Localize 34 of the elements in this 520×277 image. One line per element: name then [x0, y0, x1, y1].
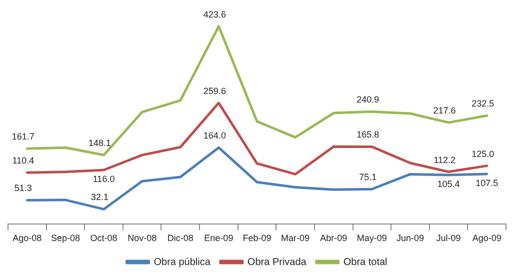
- data-label: 217.6: [433, 106, 456, 116]
- data-label: 423.6: [203, 9, 226, 20]
- data-label: 107.5: [476, 178, 498, 188]
- x-tick-label: Nov-08: [128, 233, 157, 244]
- data-label: 165.8: [356, 130, 380, 140]
- data-label: 240.9: [356, 94, 380, 105]
- x-tick-label: Abr-09: [320, 233, 348, 244]
- x-tick-label: Ene-09: [204, 233, 234, 244]
- data-label: 164.0: [203, 130, 226, 141]
- data-label: 112.2: [434, 154, 456, 165]
- data-label: 51.3: [14, 183, 32, 194]
- data-label: 75.1: [359, 172, 377, 182]
- data-label: 110.4: [12, 156, 34, 166]
- x-tick-label: Mar-09: [281, 233, 310, 244]
- x-tick-label: Oct-08: [90, 233, 118, 244]
- legend-label: Obra total: [343, 256, 388, 268]
- x-tick-label: Feb-09: [242, 233, 272, 244]
- data-label: 116.0: [92, 174, 115, 184]
- data-label: 125.0: [472, 148, 494, 159]
- data-label: 32.1: [91, 192, 109, 202]
- x-tick-label: Dic-08: [167, 233, 194, 244]
- x-tick-label: Jun-09: [396, 233, 424, 244]
- data-label: 105.4: [437, 178, 460, 189]
- data-label: 259.6: [203, 86, 226, 96]
- x-tick-label: May-09: [356, 233, 387, 244]
- x-tick-label: Ago-09: [472, 233, 502, 244]
- x-tick-label: Jul-09: [436, 233, 461, 244]
- x-tick-label: Ago-08: [12, 233, 42, 244]
- data-label: 161.7: [12, 132, 34, 142]
- legend-label: Obra pública: [154, 256, 211, 268]
- legend-label: Obra Privada: [247, 256, 307, 268]
- data-label: 148.1: [88, 138, 112, 148]
- x-tick-label: Sep-08: [50, 233, 80, 244]
- data-label: 232.5: [472, 98, 494, 109]
